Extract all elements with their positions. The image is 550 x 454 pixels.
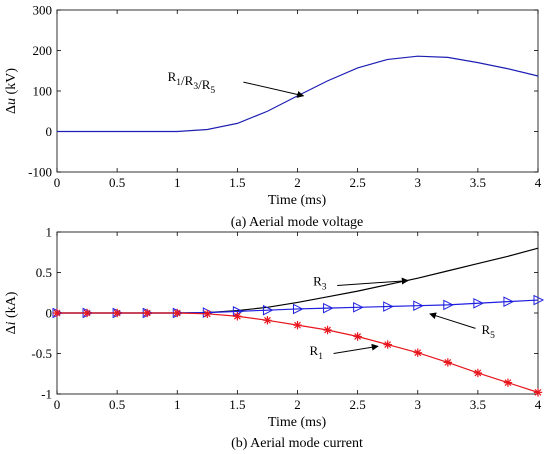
x-tick-label: 4 xyxy=(535,397,542,412)
data-point-r1 xyxy=(413,348,422,357)
series-layer xyxy=(52,247,545,397)
y-tick-label: 100 xyxy=(33,84,53,99)
series-annotation-label: R5 xyxy=(481,322,495,341)
x-tick-label: 0 xyxy=(54,397,61,412)
data-point-r1 xyxy=(52,308,62,318)
annotation-text: /R xyxy=(181,73,194,88)
annotation-arrow xyxy=(337,277,409,286)
y-tick-label: -100 xyxy=(28,165,52,180)
x-tick-label: 3.5 xyxy=(470,397,486,412)
annotation-text: R xyxy=(310,343,319,358)
annotation-subscript: 1 xyxy=(318,352,323,362)
series-annotation-label: R3 xyxy=(313,273,327,292)
annotation-text: R xyxy=(168,69,177,84)
y-axis-label-unit: (kA) xyxy=(4,291,19,321)
data-point-r1 xyxy=(203,309,212,319)
data-point-r1 xyxy=(233,312,242,321)
x-tick-label: 3.5 xyxy=(470,175,486,190)
data-point-r5 xyxy=(353,302,364,313)
data-point-r5 xyxy=(293,303,304,315)
data-point-r1 xyxy=(142,308,152,318)
data-point-r1 xyxy=(353,332,362,341)
data-point-r1 xyxy=(533,388,543,397)
data-point-r1 xyxy=(112,308,122,318)
y-axis-label-variable: u xyxy=(4,98,19,105)
x-tick-label: 2.5 xyxy=(350,175,366,190)
series-annotation-label: R1/R3/R5 xyxy=(168,69,216,96)
annotation-subscript: 3 xyxy=(193,82,198,92)
data-point-r1 xyxy=(263,316,272,325)
tick-layer: 0 0.5 1 1.5 2 2.5 3 3.5 4 -1 -0.5 0 0.5 1 xyxy=(31,225,541,413)
plot-area xyxy=(56,9,539,173)
chart-caption: (b) Aerial mode current xyxy=(231,436,363,451)
y-axis-label-unit: (kV) xyxy=(4,68,19,98)
x-tick-label: 3 xyxy=(415,175,422,190)
series-annotation-label: R1 xyxy=(310,343,324,362)
y-tick-label: -1 xyxy=(41,387,52,402)
data-point-r1 xyxy=(173,308,182,318)
annotation-subscript: 5 xyxy=(210,86,215,96)
data-point-r1 xyxy=(293,320,302,330)
x-tick-label: 4 xyxy=(535,175,542,190)
y-tick-label: 1 xyxy=(46,225,53,240)
annotation-layer: R1/R3/R5 xyxy=(168,69,305,98)
y-tick-label: 300 xyxy=(33,3,53,18)
y-axis-label-variable: i xyxy=(4,321,19,325)
y-tick-label: 0 xyxy=(46,124,53,139)
data-point-r5 xyxy=(413,300,424,312)
x-tick-label: 0 xyxy=(54,175,61,190)
x-tick-label: 1.5 xyxy=(229,397,245,412)
data-point-r5 xyxy=(443,299,454,311)
data-point-r1 xyxy=(503,378,513,387)
annotation-subscript: 1 xyxy=(176,78,181,88)
annotation-arrow xyxy=(243,81,305,98)
annotation-text: /R xyxy=(198,77,211,92)
data-point-r5 xyxy=(323,302,334,314)
x-tick-label: 2 xyxy=(294,397,301,412)
x-tick-label: 0.5 xyxy=(109,175,125,190)
annotation-arrow xyxy=(429,312,476,329)
x-tick-label: 3 xyxy=(415,397,422,412)
data-point-r5 xyxy=(473,297,484,309)
annotation-text: R xyxy=(313,273,322,288)
data-point-r1 xyxy=(82,308,92,318)
data-point-r1 xyxy=(473,368,483,378)
y-tick-label: 0.5 xyxy=(36,265,52,280)
y-tick-label: 200 xyxy=(33,43,53,58)
y-tick-label: 0 xyxy=(46,306,53,321)
y-axis-label-symbol: Δ xyxy=(4,325,19,334)
annotation-text: R xyxy=(481,322,490,337)
x-tick-label: 2 xyxy=(294,175,301,190)
annotation-subscript: 5 xyxy=(490,331,495,341)
x-tick-label: 1.5 xyxy=(229,175,245,190)
y-axis-label-symbol: Δ xyxy=(4,105,19,114)
x-tick-label: 1 xyxy=(174,175,181,190)
annotation-subscript: 3 xyxy=(322,282,327,292)
x-axis-label: Time (ms) xyxy=(268,415,327,430)
data-point-r5 xyxy=(383,301,394,312)
x-tick-label: 1 xyxy=(174,397,181,412)
y-axis-label: Δu (kV) xyxy=(4,68,19,114)
annotation-arrow xyxy=(333,343,379,354)
data-point-r5 xyxy=(533,294,545,306)
data-point-r1 xyxy=(323,325,332,335)
x-axis-label: Time (ms) xyxy=(268,193,327,208)
data-point-r5 xyxy=(262,304,274,316)
x-tick-label: 2.5 xyxy=(350,397,366,412)
data-point-r5 xyxy=(503,296,515,307)
y-tick-label: -0.5 xyxy=(31,346,52,361)
data-point-r1 xyxy=(443,358,453,367)
y-axis-label: Δi (kA) xyxy=(4,291,19,334)
data-point-r1 xyxy=(383,340,392,349)
chart-caption: (a) Aerial mode voltage xyxy=(231,215,364,230)
x-tick-label: 0.5 xyxy=(109,397,125,412)
